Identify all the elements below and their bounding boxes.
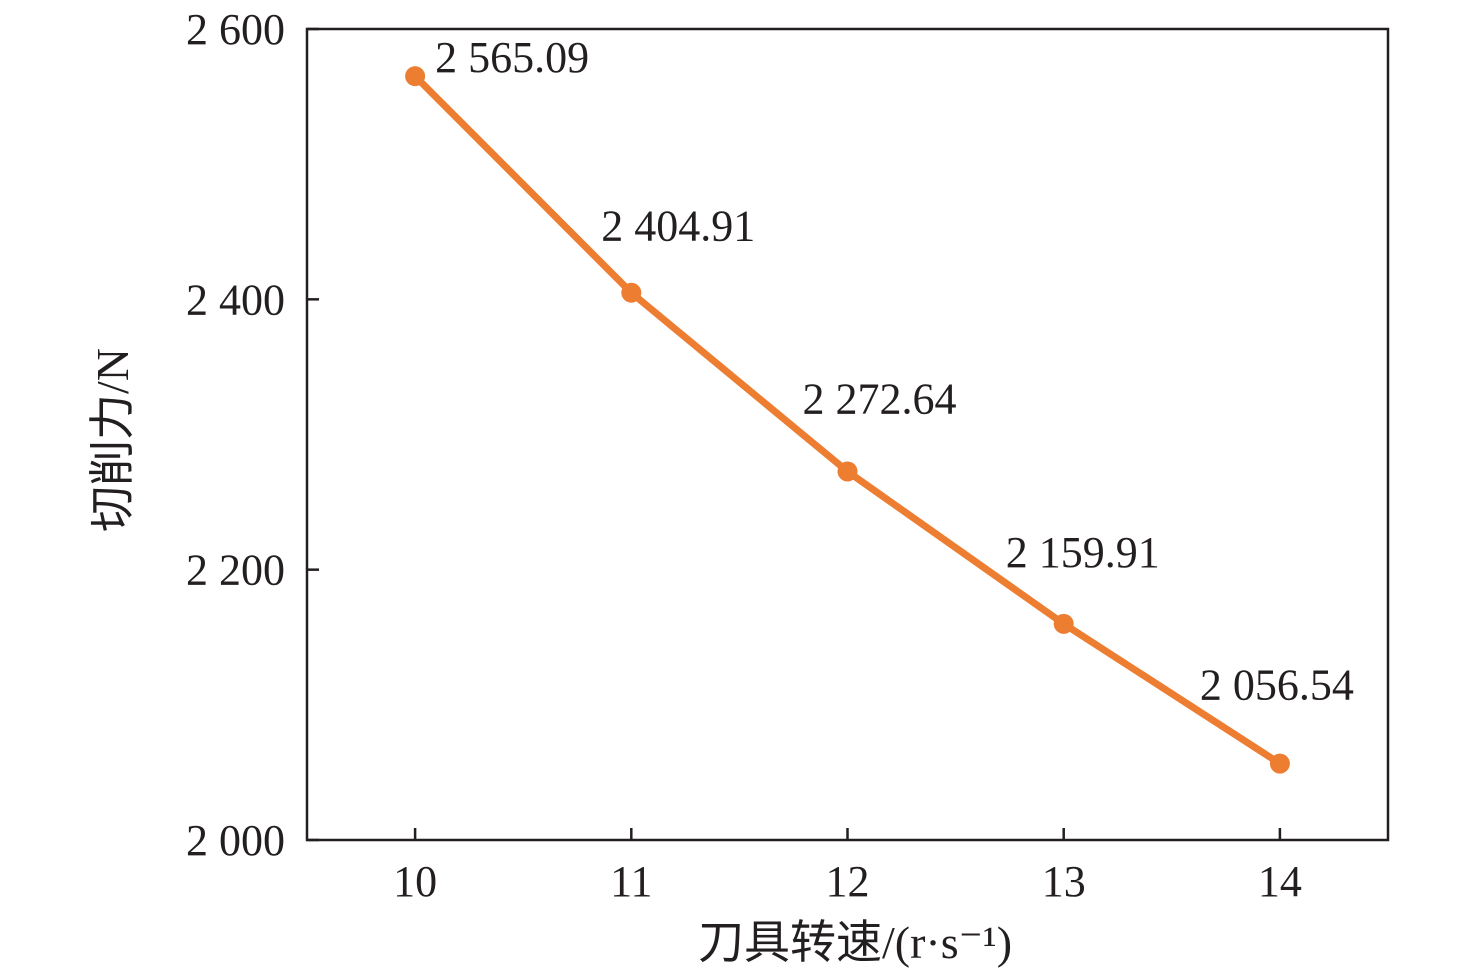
y-tick-label: 2 200 [186,546,285,595]
data-label: 2 272.64 [803,374,957,423]
x-tick-label: 13 [1042,857,1086,906]
data-label: 2 159.91 [1006,528,1160,577]
data-point [837,461,858,482]
y-axis-label: 切削力/N [87,348,138,532]
data-label: 2 565.09 [435,33,589,82]
data-labels: 2 565.09 2 404.91 2 272.64 2 159.91 2 056.54 [435,33,1354,709]
series-layer [405,66,1290,774]
x-axis-label: 刀具转速/(r·s⁻¹) [698,917,1012,968]
x-axis: 10 11 12 13 14 [393,828,1302,906]
data-point [1269,753,1290,774]
plot-frame [305,27,1390,842]
x-tick-label: 11 [610,857,652,906]
data-label: 2 056.54 [1200,661,1354,710]
data-point [1053,613,1074,634]
x-tick-label: 12 [826,857,870,906]
y-axis: 2 000 2 200 2 400 2 600 [186,5,319,865]
y-tick-label: 2 600 [186,5,285,54]
data-point [405,66,426,87]
data-label: 2 404.91 [601,202,755,251]
y-tick-label: 2 400 [186,275,285,324]
x-tick-label: 10 [393,857,437,906]
data-point [621,282,642,303]
y-tick-label: 2 000 [186,816,285,865]
x-tick-label: 14 [1258,857,1302,906]
